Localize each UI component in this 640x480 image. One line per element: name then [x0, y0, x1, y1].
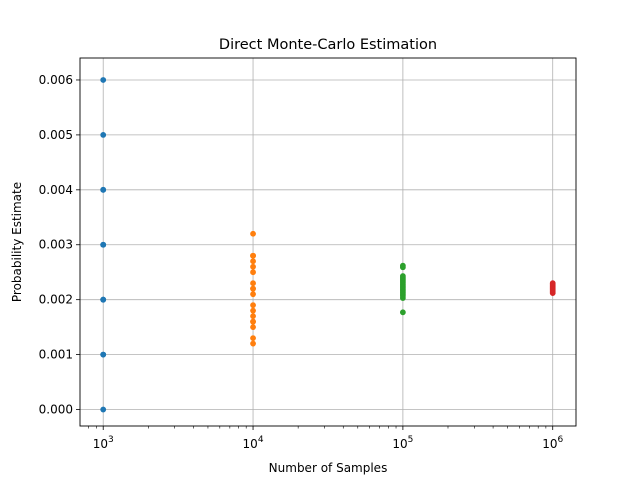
data-point	[399, 262, 406, 269]
data-point	[250, 280, 256, 287]
data-point	[100, 186, 107, 193]
data-point	[250, 313, 256, 320]
data-point	[250, 324, 256, 331]
data-point	[100, 406, 107, 413]
data-point	[250, 258, 256, 265]
y-tick-label: 0.002	[39, 293, 73, 307]
data-point	[250, 285, 256, 292]
y-tick-label: 0.004	[39, 183, 73, 197]
chart-title: Direct Monte-Carlo Estimation	[219, 37, 437, 53]
data-point	[399, 309, 406, 316]
data-point	[250, 307, 256, 314]
data-point	[250, 291, 256, 298]
data-point	[100, 241, 107, 248]
data-point	[250, 335, 256, 342]
data-point	[250, 263, 256, 270]
data-point	[250, 302, 256, 309]
x-axis-label: Number of Samples	[269, 461, 388, 475]
data-point	[250, 230, 256, 237]
x-tick-label: 106	[542, 435, 563, 451]
data-point	[250, 340, 256, 347]
data-point	[100, 296, 107, 303]
data-point	[250, 252, 256, 259]
data-point	[250, 318, 256, 325]
plot-frame	[79, 57, 577, 427]
data-point	[100, 351, 107, 358]
y-axis-label: Probability Estimate	[10, 182, 24, 302]
y-tick-label: 0.003	[39, 238, 73, 252]
x-tick-label: 105	[392, 435, 413, 451]
y-tick-label: 0.005	[39, 128, 73, 142]
x-tick-label: 103	[93, 435, 114, 451]
data-point	[399, 273, 406, 279]
data-point	[549, 280, 556, 287]
y-tick-label: 0.006	[39, 73, 73, 87]
data-point	[100, 131, 107, 138]
y-tick-label: 0.000	[39, 403, 73, 417]
y-tick-label: 0.001	[39, 348, 73, 362]
plot-area: 103 104 105 106 0.000 0.001 0.002 0.003 0.004 0.0…	[39, 57, 577, 451]
data-point	[100, 77, 107, 83]
x-tick-label: 104	[243, 435, 264, 451]
data-point	[250, 269, 256, 276]
